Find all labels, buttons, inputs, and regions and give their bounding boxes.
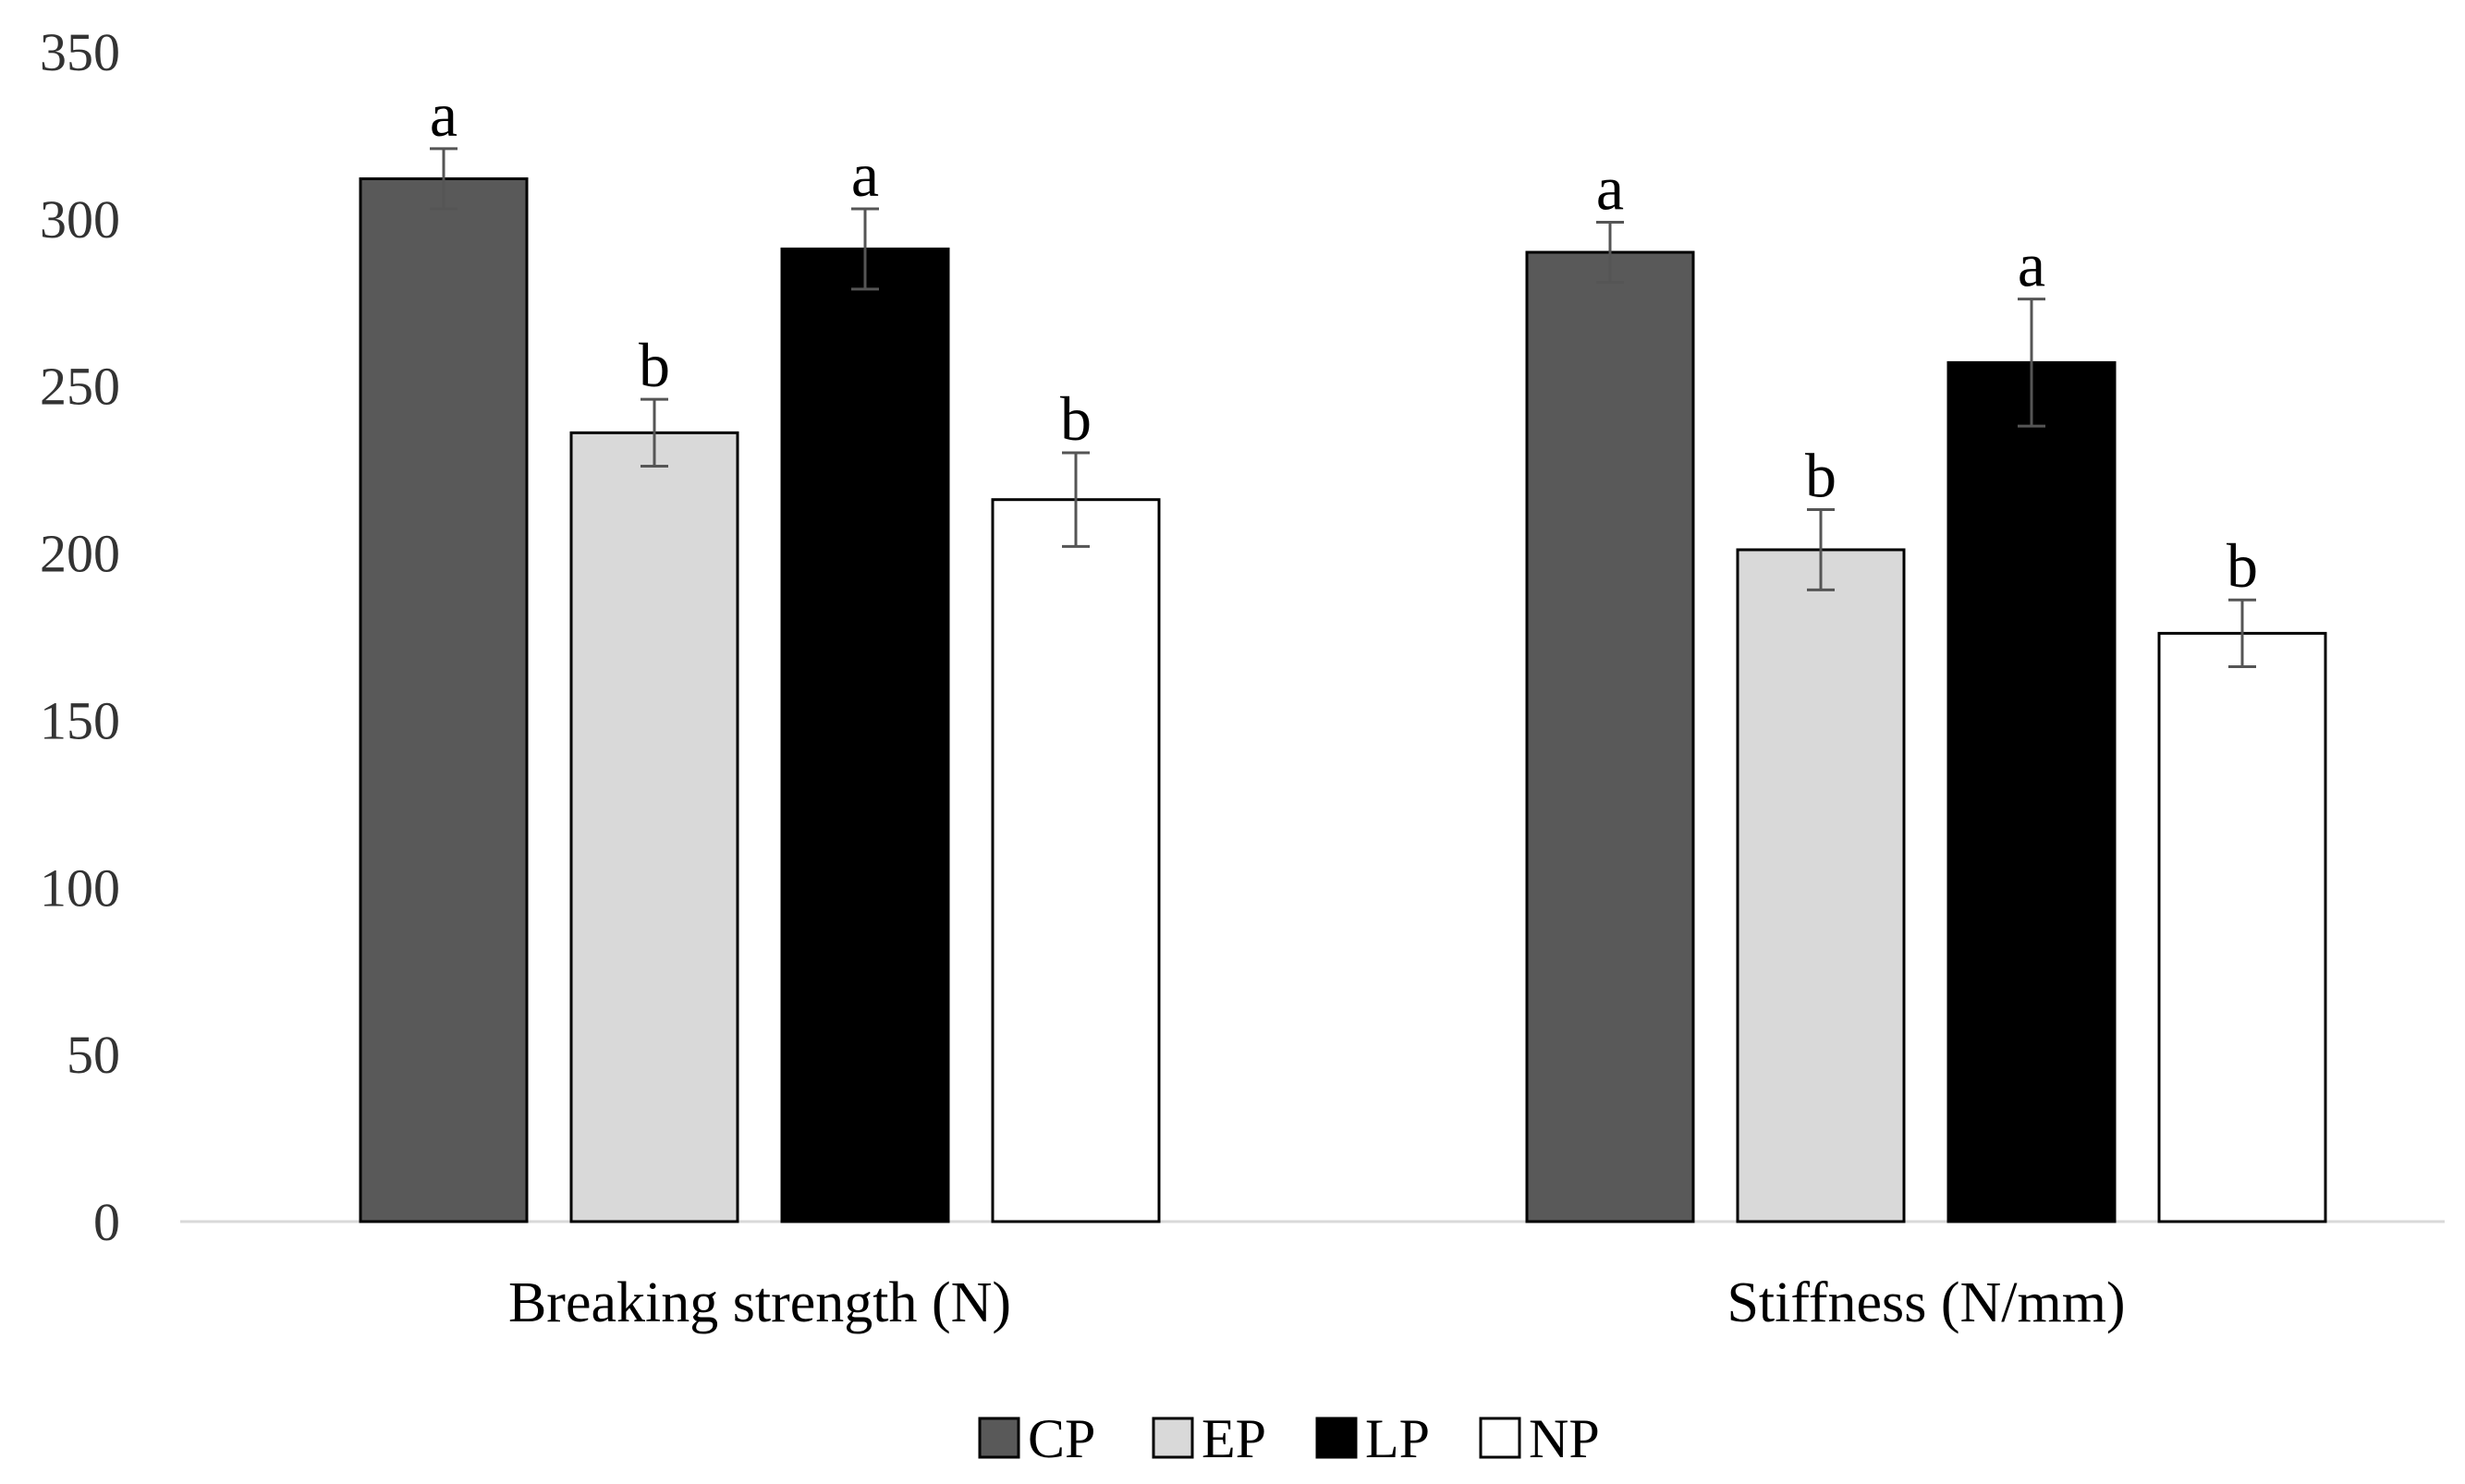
legend-item-lp: LP	[1315, 1408, 1430, 1469]
legend-label-ep: EP	[1202, 1408, 1266, 1469]
error-bar-ep-0	[641, 397, 668, 468]
bar-cp-breaking-strength	[359, 176, 529, 1223]
bar-ep-stiffness	[1736, 548, 1906, 1223]
y-tick-label-0: 0	[93, 1192, 120, 1252]
y-axis-ticks: 0 50 100 150 200 250 300 350	[40, 22, 120, 1252]
legend-label-lp: LP	[1365, 1408, 1430, 1469]
bars-group	[359, 176, 2327, 1223]
legend-swatch-ep	[1152, 1417, 1194, 1459]
bar-cp-stiffness	[1525, 250, 1695, 1223]
y-tick-label-100: 100	[40, 858, 120, 918]
y-tick-label-200: 200	[40, 524, 120, 584]
y-tick-label-50: 50	[67, 1025, 120, 1085]
y-tick-label-350: 350	[40, 22, 120, 82]
legend-item-ep: EP	[1152, 1408, 1266, 1469]
significance-label-cp-1: a	[1596, 152, 1624, 223]
legend-label-cp: CP	[1028, 1408, 1095, 1469]
significance-label-np-1: b	[2227, 530, 2258, 601]
error-bar-cp-0	[430, 147, 458, 211]
category-label-0: Breaking strength (N)	[508, 1271, 1011, 1334]
category-label-1: Stiffness (N/mm)	[1727, 1271, 2125, 1334]
error-bar-np-0	[1062, 451, 1090, 548]
significance-label-ep-1: b	[1805, 441, 1837, 511]
error-bars-group	[430, 147, 2256, 669]
y-tick-label-150: 150	[40, 690, 120, 750]
legend-swatch-lp	[1315, 1417, 1358, 1459]
bar-np-breaking-strength	[991, 498, 1161, 1223]
error-bar-ep-1	[1807, 508, 1835, 591]
legend: CP EP LP NP	[978, 1408, 1600, 1469]
y-tick-label-300: 300	[40, 189, 120, 249]
significance-label-lp-1: a	[2018, 230, 2045, 300]
legend-swatch-cp	[978, 1417, 1020, 1459]
legend-swatch-np	[1479, 1417, 1521, 1459]
significance-label-np-0: b	[1060, 383, 1092, 454]
bar-np-stiffness	[2157, 631, 2327, 1223]
error-bar-np-1	[2228, 598, 2256, 669]
significance-labels-group: a b a b a b a b	[430, 79, 2258, 601]
significance-label-cp-0: a	[430, 79, 458, 150]
significance-label-ep-0: b	[639, 330, 670, 400]
error-bar-cp-1	[1596, 220, 1624, 285]
legend-item-cp: CP	[978, 1408, 1095, 1469]
error-bar-lp-1	[2018, 298, 2045, 428]
bar-ep-breaking-strength	[569, 431, 739, 1223]
legend-item-np: NP	[1479, 1408, 1600, 1469]
error-bar-lp-0	[851, 207, 879, 291]
bar-lp-breaking-strength	[780, 247, 950, 1223]
bar-lp-stiffness	[1946, 360, 2117, 1223]
legend-label-np: NP	[1529, 1408, 1600, 1469]
y-tick-label-250: 250	[40, 357, 120, 417]
category-labels-group: Breaking strength (N) Stiffness (N/mm)	[508, 1271, 2126, 1334]
significance-label-lp-0: a	[851, 140, 879, 210]
